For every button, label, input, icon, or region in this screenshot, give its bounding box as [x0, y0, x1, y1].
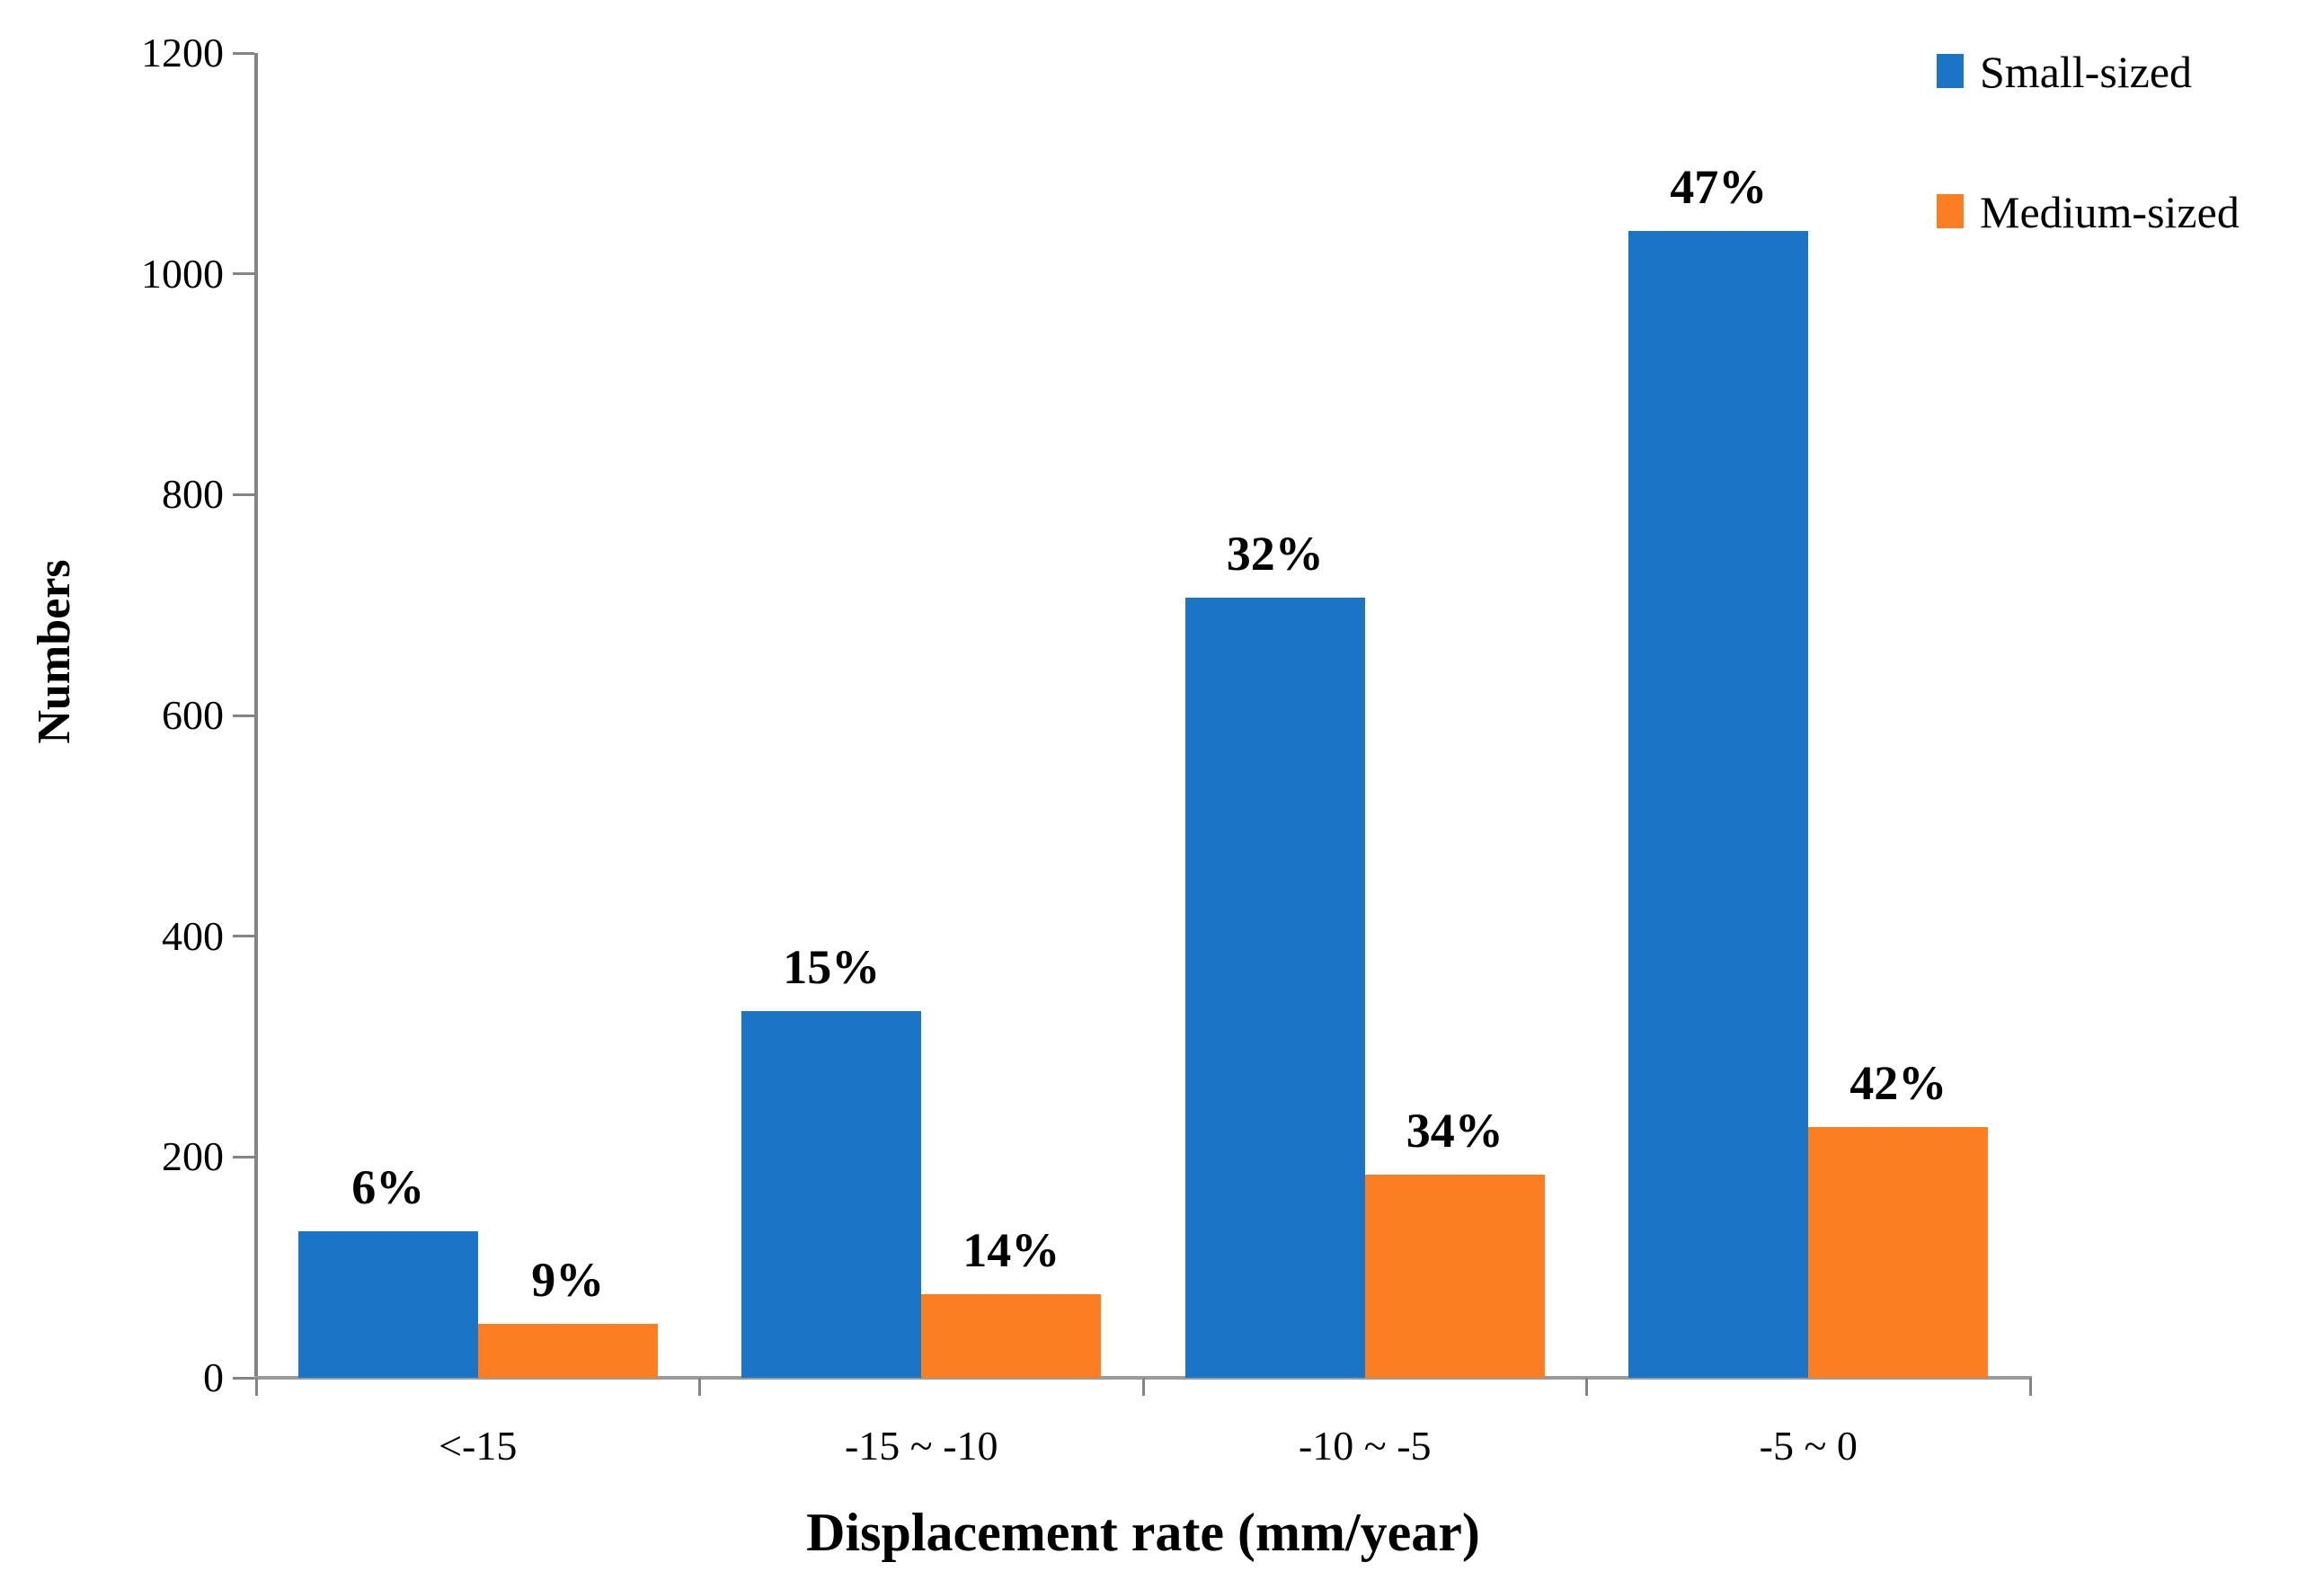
y-tick-mark: [233, 51, 254, 55]
legend-swatch-medium-sized: [1937, 194, 1964, 228]
bar-value-label: 6%: [351, 1160, 425, 1214]
x-axis-title: Displacement rate (mm/year): [806, 1503, 1480, 1562]
legend: Small-sized Medium-sized: [1937, 47, 2323, 327]
x-tick-mark: [2028, 1378, 2032, 1396]
y-tick-mark: [233, 1376, 254, 1380]
y-tick-mark: [233, 935, 254, 938]
x-category-label: <-15: [439, 1423, 518, 1469]
y-tick-label: 400: [162, 912, 224, 959]
bar-value-label: 14%: [962, 1223, 1060, 1277]
y-tick-label: 600: [162, 692, 224, 738]
bar-medium-sized: [1808, 1127, 1989, 1378]
x-category-label: -10 ~ -5: [1298, 1423, 1432, 1469]
y-tick-label: 800: [162, 471, 224, 518]
bar-value-label: 32%: [1226, 527, 1324, 581]
x-tick-mark: [1141, 1378, 1145, 1396]
y-axis-line: [254, 53, 258, 1378]
bar-value-label: 47%: [1670, 160, 1768, 214]
legend-label-medium-sized: Medium-sized: [1980, 187, 2240, 237]
bar-medium-sized: [1364, 1175, 1545, 1378]
bar-value-label: 34%: [1406, 1104, 1504, 1158]
x-category-label: -5 ~ 0: [1759, 1423, 1858, 1469]
legend-swatch-small-sized: [1937, 54, 1964, 88]
y-tick-mark: [233, 1155, 254, 1158]
bar-small-sized: [741, 1011, 922, 1378]
bar-value-label: 9%: [531, 1253, 605, 1307]
legend-label-small-sized: Small-sized: [1980, 47, 2193, 97]
y-tick-label: 0: [203, 1354, 224, 1400]
y-tick-label: 1200: [141, 30, 224, 75]
y-tick-mark: [233, 493, 254, 496]
y-tick-mark: [233, 714, 254, 717]
bar-small-sized: [1184, 598, 1365, 1378]
x-tick-mark: [254, 1378, 258, 1396]
y-tick-label: 200: [162, 1133, 224, 1180]
bar-value-label: 15%: [783, 940, 881, 994]
bar-small-sized: [297, 1231, 478, 1378]
bar-medium-sized: [477, 1324, 658, 1378]
x-tick-mark: [698, 1378, 701, 1396]
legend-entry-small-sized: Small-sized: [1937, 47, 2323, 97]
bar-small-sized: [1628, 231, 1809, 1378]
x-tick-mark: [1585, 1378, 1588, 1396]
x-category-label: -15 ~ -10: [844, 1423, 998, 1469]
bar-medium-sized: [921, 1294, 1102, 1378]
y-tick-mark: [233, 272, 254, 276]
y-tick-label: 1000: [141, 250, 224, 297]
bar-value-label: 42%: [1849, 1056, 1947, 1110]
legend-entry-medium-sized: Medium-sized: [1937, 187, 2323, 237]
